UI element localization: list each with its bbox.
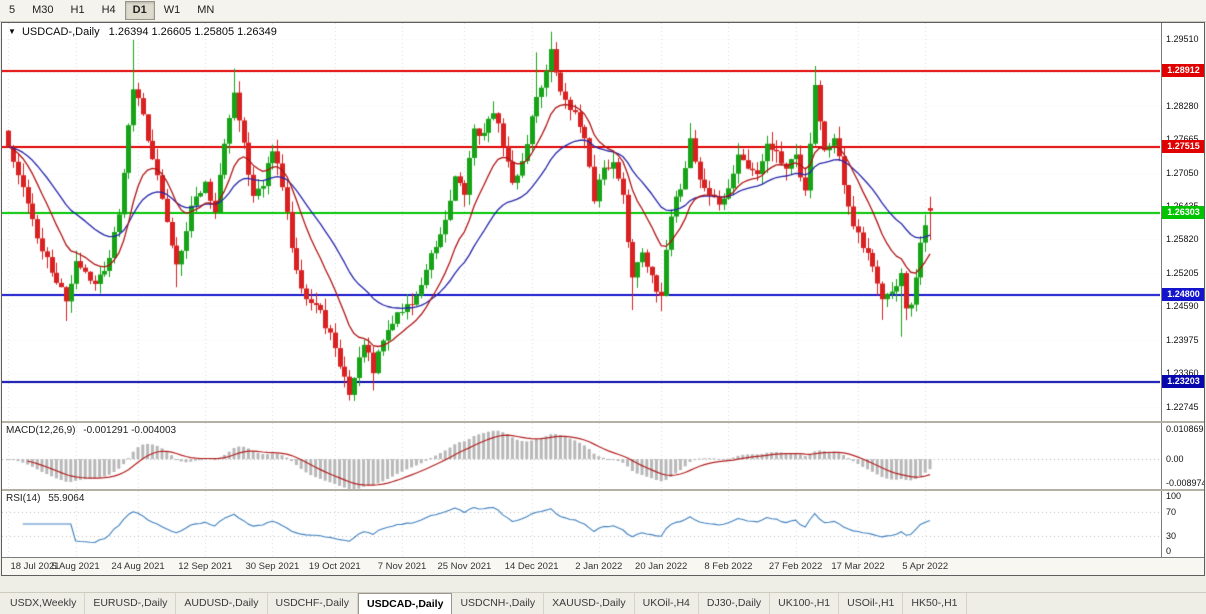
price-tick: 1.29510	[1166, 33, 1199, 44]
timeframe-button-h1[interactable]: H1	[70, 4, 85, 16]
tab-dj30-daily[interactable]: DJ30-,Daily	[699, 593, 771, 614]
price-chart-canvas[interactable]	[2, 23, 1160, 421]
timeframe-button-w1[interactable]: W1	[163, 4, 181, 16]
scroll-strip	[0, 577, 1206, 592]
price-tick: 1.26435	[1166, 201, 1199, 211]
macd-values: -0.001291 -0.004003	[83, 425, 177, 436]
chart-ohlc-values: 1.26394 1.26605 1.25805 1.26349	[108, 26, 277, 38]
tab-hk50-h1[interactable]: HK50-,H1	[903, 593, 967, 614]
macd-label-row: MACD(12,26,9) -0.001291 -0.004003	[6, 425, 176, 436]
macd-axis[interactable]: 0.010869 0.00 -0.008974	[1161, 423, 1204, 489]
timeframe-button-h4[interactable]: H4	[101, 4, 116, 16]
macd-tick: -0.008974	[1166, 478, 1204, 488]
date-label: 20 Jan 2022	[635, 561, 688, 572]
price-tick: 1.23360	[1166, 368, 1199, 379]
chart-symbol-period: USDCAD-,Daily	[21, 26, 100, 38]
timeframe-button-5[interactable]: 5	[9, 4, 16, 16]
price-tick: 1.27665	[1166, 134, 1199, 145]
rsi-tick: 70	[1166, 507, 1177, 518]
timeframe-button-mn[interactable]: MN	[197, 4, 215, 16]
macd-pane: MACD(12,26,9) -0.001291 -0.004003 0.0108…	[2, 423, 1204, 489]
price-tick: 1.25205	[1166, 267, 1199, 278]
rsi-tick: 0	[1166, 546, 1172, 556]
rsi-tick: 30	[1166, 530, 1177, 541]
price-tick: 1.23975	[1166, 334, 1199, 345]
timeframe-button-d1[interactable]: D1	[124, 1, 155, 20]
date-label: 25 Nov 2021	[437, 561, 492, 572]
rsi-tick: 100	[1166, 491, 1182, 501]
symbol-tabbar: USDX,Weekly EURUSD-,Daily AUDUSD-,Daily USD…	[0, 592, 1206, 614]
date-axis[interactable]: 18 Jul 2021 5 Aug 2021 24 Aug 2021 12 Sep 2…	[2, 557, 1204, 575]
tab-usdx-weekly[interactable]: USDX,Weekly	[2, 593, 86, 614]
tab-eurusd-daily[interactable]: EURUSD-,Daily	[85, 593, 177, 614]
macd-tick: 0.00	[1166, 454, 1184, 464]
symbol-dropdown-icon[interactable]: ▼	[8, 27, 16, 36]
price-tick: 1.24590	[1166, 301, 1199, 312]
chart-title: ▼ USDCAD-,Daily 1.26394 1.26605 1.25805 …	[8, 26, 277, 38]
price-level-badge: 1.24800	[1162, 287, 1204, 301]
date-label: 2 Jan 2022	[575, 561, 623, 572]
price-tick: 1.25820	[1166, 234, 1199, 245]
date-label: 12 Sep 2021	[178, 561, 233, 572]
date-label: 17 Mar 2022	[831, 561, 885, 572]
tab-usdcnh-daily[interactable]: USDCNH-,Daily	[452, 593, 545, 614]
chart-window: ▼ USDCAD-,Daily 1.26394 1.26605 1.25805 …	[1, 22, 1205, 576]
price-level-badge: 1.27515	[1162, 140, 1204, 154]
timeframe-bar: 5 M30 H1 H4 D1 W1 MN	[0, 0, 1206, 22]
rsi-label-row: RSI(14) 55.9064	[6, 493, 84, 504]
date-label: 30 Sep 2021	[245, 561, 300, 572]
date-label: 5 Aug 2021	[51, 561, 100, 572]
rsi-value: 55.9064	[48, 493, 85, 504]
rsi-label: RSI(14)	[6, 493, 41, 504]
macd-label: MACD(12,26,9)	[6, 425, 76, 436]
rsi-pane: RSI(14) 55.9064 100 70 30 0	[2, 491, 1204, 557]
date-label: 5 Apr 2022	[902, 561, 949, 572]
macd-tick: 0.010869	[1166, 424, 1204, 434]
date-label: 19 Oct 2021	[308, 561, 361, 572]
date-label: 24 Aug 2021	[111, 561, 165, 572]
macd-canvas[interactable]	[2, 423, 1160, 489]
date-label: 27 Feb 2022	[768, 561, 823, 572]
price-tick: 1.27050	[1166, 167, 1199, 178]
tab-usoil-h1[interactable]: USOil-,H1	[839, 593, 904, 614]
date-label: 14 Dec 2021	[504, 561, 559, 572]
date-label: 7 Nov 2021	[377, 561, 427, 572]
tab-xauusd-daily[interactable]: XAUUSD-,Daily	[544, 593, 635, 614]
price-level-badge: 1.26303	[1162, 206, 1204, 220]
timeframe-button-m30[interactable]: M30	[32, 4, 54, 16]
tab-ukoil-h4[interactable]: UKOil-,H4	[635, 593, 699, 614]
date-label: 18 Jul 2021	[10, 561, 60, 572]
price-axis[interactable]: 1.295101.288951.282801.276651.270501.264…	[1161, 23, 1204, 421]
pane-splitter[interactable]	[2, 421, 1204, 423]
price-level-badge: 1.28912	[1162, 64, 1204, 78]
rsi-canvas[interactable]	[2, 491, 1160, 557]
tab-usdchf-daily[interactable]: USDCHF-,Daily	[268, 593, 359, 614]
price-tick: 1.28280	[1166, 100, 1199, 111]
price-pane: ▼ USDCAD-,Daily 1.26394 1.26605 1.25805 …	[2, 23, 1204, 421]
rsi-axis[interactable]: 100 70 30 0	[1161, 491, 1204, 557]
pane-splitter[interactable]	[2, 489, 1204, 491]
price-level-badge: 1.23203	[1162, 374, 1204, 388]
date-label: 8 Feb 2022	[704, 561, 753, 572]
price-tick: 1.22745	[1166, 401, 1199, 412]
tab-audusd-daily[interactable]: AUDUSD-,Daily	[176, 593, 268, 614]
tab-usdcad-daily[interactable]: USDCAD-,Daily	[358, 593, 453, 614]
tab-uk100-h1[interactable]: UK100-,H1	[770, 593, 840, 614]
